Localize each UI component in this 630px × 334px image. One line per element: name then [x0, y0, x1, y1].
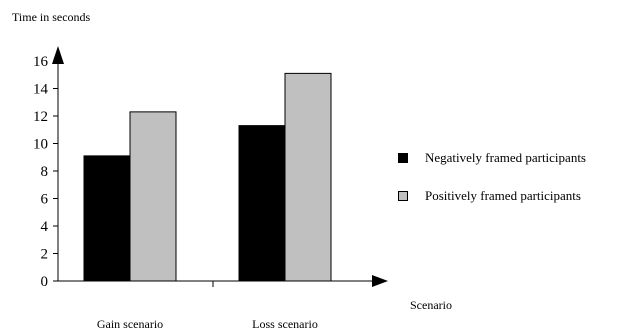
y-tick-label: 6 — [41, 192, 49, 208]
y-axis-title: Time in seconds — [12, 10, 91, 24]
legend-swatch-positive — [398, 191, 408, 201]
legend-item-negative: Negatively framed participants — [398, 148, 586, 168]
legend-label-negative: Negatively framed participants — [425, 150, 586, 165]
y-tick-label: 12 — [33, 109, 48, 125]
x-tick-label: Loss scenario — [252, 317, 318, 331]
x-axis-arrow — [372, 275, 388, 287]
y-tick-label: 14 — [33, 82, 49, 98]
bar-negative-1 — [238, 125, 286, 282]
x-axis-title: Scenario — [410, 298, 452, 312]
y-tick-label: 2 — [41, 247, 49, 263]
legend-label-positive: Positively framed participants — [425, 188, 581, 203]
legend: Negatively framed participants Positivel… — [398, 148, 586, 224]
y-tick-label: 8 — [41, 164, 49, 180]
y-tick-label: 10 — [33, 137, 48, 153]
legend-swatch-negative — [398, 153, 408, 163]
y-axis-arrow — [52, 46, 64, 64]
y-tick-label: 4 — [41, 219, 49, 235]
y-tick-label: 0 — [41, 274, 49, 290]
bar-positive-0 — [129, 111, 177, 282]
bar-negative-0 — [83, 155, 131, 282]
y-tick-label: 16 — [33, 54, 49, 70]
x-tick-label: Gain scenario — [97, 317, 163, 331]
bar-positive-1 — [284, 72, 332, 282]
legend-item-positive: Positively framed participants — [398, 186, 586, 206]
